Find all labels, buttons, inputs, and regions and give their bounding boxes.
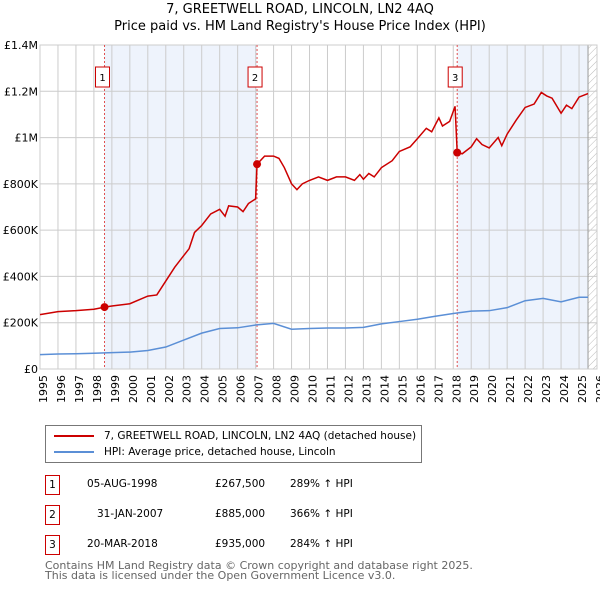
x-tick-label: 2009 <box>289 375 302 403</box>
x-tick-label: 2004 <box>199 375 212 403</box>
y-tick-label: £400K <box>3 270 39 283</box>
x-tick-label: 1995 <box>37 375 50 403</box>
y-tick-label: £1M <box>15 132 39 145</box>
sale-marker-box <box>247 66 263 88</box>
chart-title: 7, GREETWELL ROAD, LINCOLN, LN2 4AQ <box>166 2 434 17</box>
x-tick-label: 2006 <box>235 375 248 403</box>
x-tick-label: 2022 <box>522 375 535 403</box>
plot-frame <box>39 44 598 370</box>
y-tick-label: £1.2M <box>4 85 38 98</box>
footer-licence: This data is licensed under the Open Gov… <box>45 569 396 582</box>
x-tick-label: 2008 <box>271 375 284 403</box>
sale-marker-label: 2 <box>252 73 258 84</box>
y-tick-label: £0 <box>24 363 38 376</box>
x-tick-label: 2019 <box>468 375 481 403</box>
chart-subtitle: Price paid vs. HM Land Registry's House … <box>114 19 486 34</box>
x-tick-label: 2023 <box>540 375 553 403</box>
sale-number: 3 <box>45 535 60 555</box>
x-tick-label: 1997 <box>73 375 86 403</box>
sale-marker-label: 3 <box>452 73 458 84</box>
sale-marker-box <box>95 66 111 88</box>
sale-number: 2 <box>45 505 60 525</box>
sale-price: £267,500 <box>215 478 266 490</box>
sale-hpi-change: 366% ↑ HPI <box>290 508 353 520</box>
sale-hpi-change: 289% ↑ HPI <box>290 478 353 490</box>
x-tick-label: 2020 <box>486 375 499 403</box>
property-price-line <box>39 91 589 316</box>
x-tick-label: 2018 <box>450 375 463 403</box>
sale-price: £935,000 <box>215 538 266 550</box>
sale-hpi-change: 284% ↑ HPI <box>290 538 353 550</box>
footer-copyright: Contains HM Land Registry data © Crown c… <box>45 559 473 572</box>
x-tick-label: 2002 <box>163 375 176 403</box>
x-tick-label: 2011 <box>324 375 337 403</box>
x-tick-label: 2021 <box>504 375 517 403</box>
x-tick-label: 2001 <box>145 375 158 403</box>
sale-marker-label: 1 <box>99 73 105 84</box>
sale-marker-box <box>447 66 463 88</box>
legend-red-line <box>54 435 94 437</box>
x-tick-label: 2007 <box>253 375 266 403</box>
x-tick-label: 2026 <box>594 375 600 403</box>
x-tick-label: 2005 <box>217 375 230 403</box>
y-tick-label: £200K <box>3 317 39 330</box>
x-tick-label: 2024 <box>558 375 571 403</box>
y-tick-label: £600K <box>3 224 39 237</box>
sale-point <box>100 303 109 312</box>
y-tick-label: £1.4M <box>4 39 38 52</box>
legend: 7, GREETWELL ROAD, LINCOLN, LN2 4AQ (det… <box>45 425 422 463</box>
x-tick-label: 2015 <box>396 375 409 403</box>
sale-date: 05-AUG-1998 <box>87 478 158 490</box>
sale-number: 1 <box>45 475 60 495</box>
legend-label-property: 7, GREETWELL ROAD, LINCOLN, LN2 4AQ (det… <box>104 430 417 442</box>
sale-date: 20-MAR-2018 <box>87 538 158 550</box>
shaded-region <box>457 45 589 369</box>
x-tick-label: 1996 <box>55 375 68 403</box>
price-chart: 1995 1996 1997 1998 1999 2000 2001 2002 2003 2004… <box>3 39 600 403</box>
sale-price: £885,000 <box>215 508 266 520</box>
hpi-line <box>39 296 589 356</box>
y-tick-label: £800K <box>3 178 39 191</box>
sale-date: 31-JAN-2007 <box>97 508 164 520</box>
x-tick-label: 1999 <box>109 375 122 403</box>
x-tick-label: 2003 <box>181 375 194 403</box>
x-tick-label: 2016 <box>414 375 427 403</box>
x-tick-label: 2010 <box>307 375 320 403</box>
sale-point <box>253 160 262 169</box>
x-tick-label: 2013 <box>360 375 373 403</box>
x-tick-label: 2012 <box>342 375 355 403</box>
x-tick-label: 2017 <box>432 375 445 403</box>
sale-point <box>453 148 462 157</box>
forecast-hatch <box>588 45 597 369</box>
x-tick-label: 2000 <box>127 375 140 403</box>
x-tick-label: 2014 <box>378 375 391 403</box>
x-tick-label: 1998 <box>91 375 104 403</box>
legend-blue-line <box>54 451 94 453</box>
x-tick-label: 2025 <box>576 375 589 403</box>
legend-label-hpi: HPI: Average price, detached house, Linc… <box>104 446 336 458</box>
